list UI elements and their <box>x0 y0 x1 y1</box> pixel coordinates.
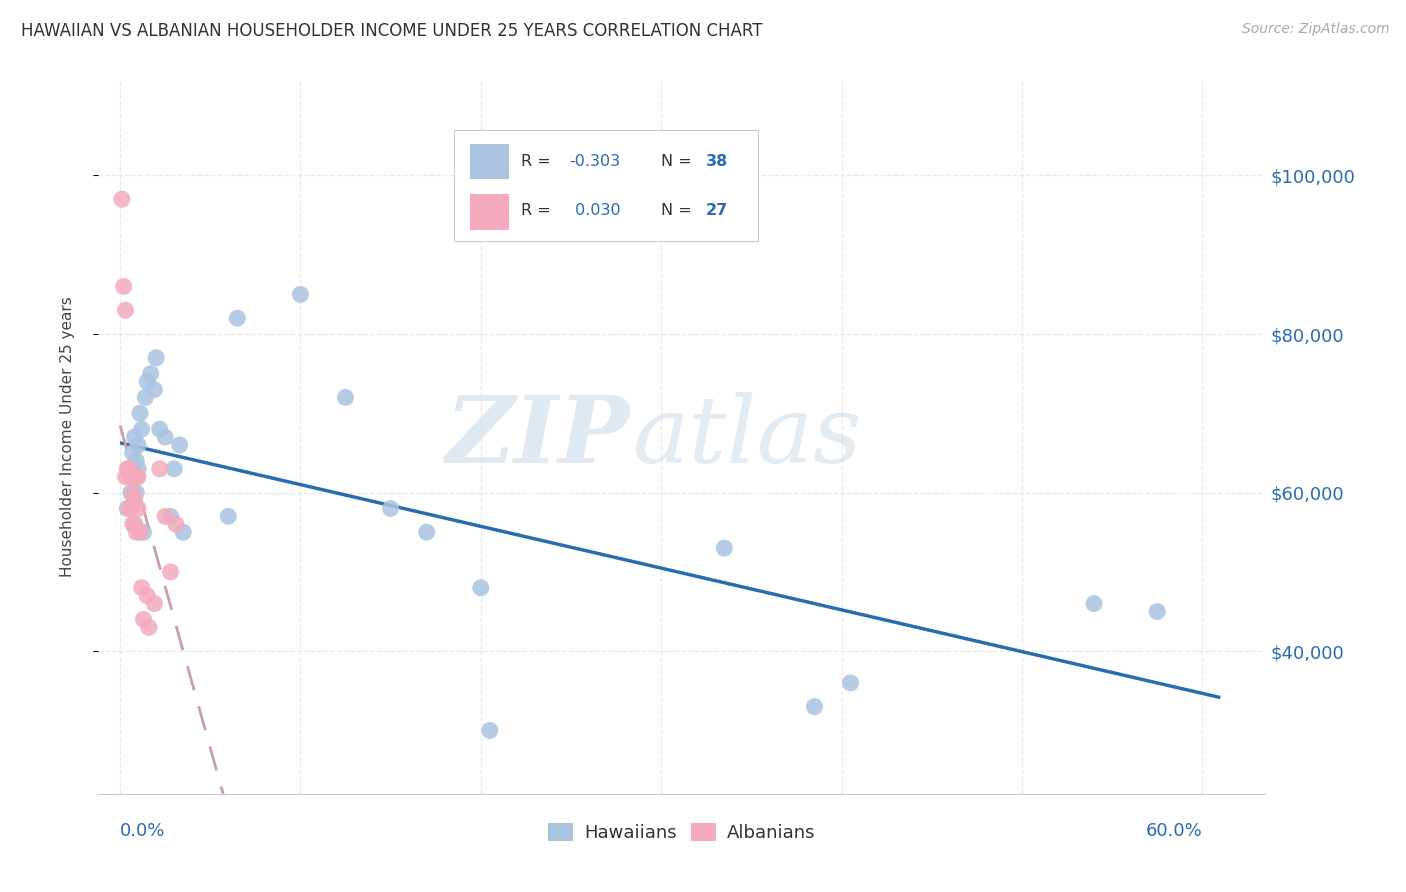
Point <box>125 469 148 483</box>
Point <box>153 509 176 524</box>
Point <box>138 620 160 634</box>
Point <box>127 501 149 516</box>
Point <box>124 493 146 508</box>
Point <box>159 509 181 524</box>
Point <box>127 438 149 452</box>
Point <box>415 525 437 540</box>
Point <box>380 501 402 516</box>
Point <box>129 525 152 540</box>
Point <box>125 485 148 500</box>
Text: ZIP: ZIP <box>446 392 630 482</box>
Point <box>159 565 181 579</box>
Point <box>1146 605 1168 619</box>
Point <box>172 525 194 540</box>
Point <box>120 501 142 516</box>
Point <box>839 676 862 690</box>
Point <box>136 375 159 389</box>
Point <box>165 517 187 532</box>
Point <box>226 311 249 326</box>
Point <box>145 351 167 365</box>
Point <box>163 462 186 476</box>
Text: atlas: atlas <box>633 392 862 482</box>
Point <box>169 438 191 452</box>
Legend: Hawaiians, Albanians: Hawaiians, Albanians <box>541 815 823 849</box>
Point <box>120 469 142 483</box>
Text: 0.0%: 0.0% <box>120 822 166 840</box>
Text: 60.0%: 60.0% <box>1146 822 1202 840</box>
Point <box>217 509 239 524</box>
Point <box>112 279 135 293</box>
Point <box>125 525 148 540</box>
Point <box>124 517 146 532</box>
Point <box>143 597 166 611</box>
Point <box>118 462 141 476</box>
Point <box>132 612 155 626</box>
Point <box>149 422 172 436</box>
Point <box>111 192 134 206</box>
Point <box>117 462 139 476</box>
Point <box>143 383 166 397</box>
Point <box>131 581 153 595</box>
Point <box>121 446 143 460</box>
Point <box>121 485 143 500</box>
Text: Source: ZipAtlas.com: Source: ZipAtlas.com <box>1241 22 1389 37</box>
Point <box>114 469 136 483</box>
Point <box>131 422 153 436</box>
Point <box>129 406 152 420</box>
Point <box>139 367 162 381</box>
Point <box>713 541 735 555</box>
Point <box>132 525 155 540</box>
Point <box>118 462 141 476</box>
Point <box>470 581 492 595</box>
Point <box>120 485 142 500</box>
Point <box>114 303 136 318</box>
Point <box>127 469 149 483</box>
Y-axis label: Householder Income Under 25 years: Householder Income Under 25 years <box>60 297 75 577</box>
Point <box>290 287 312 301</box>
Point <box>121 517 143 532</box>
Point <box>1083 597 1105 611</box>
Point <box>153 430 176 444</box>
Text: HAWAIIAN VS ALBANIAN HOUSEHOLDER INCOME UNDER 25 YEARS CORRELATION CHART: HAWAIIAN VS ALBANIAN HOUSEHOLDER INCOME … <box>21 22 762 40</box>
Point <box>136 589 159 603</box>
Point <box>117 501 139 516</box>
Point <box>335 391 357 405</box>
Point <box>124 430 146 444</box>
Point <box>125 454 148 468</box>
Point <box>803 699 825 714</box>
Point <box>118 501 141 516</box>
Point <box>134 391 156 405</box>
Point <box>127 462 149 476</box>
Point <box>124 517 146 532</box>
Point <box>121 469 143 483</box>
Point <box>478 723 501 738</box>
Point <box>149 462 172 476</box>
